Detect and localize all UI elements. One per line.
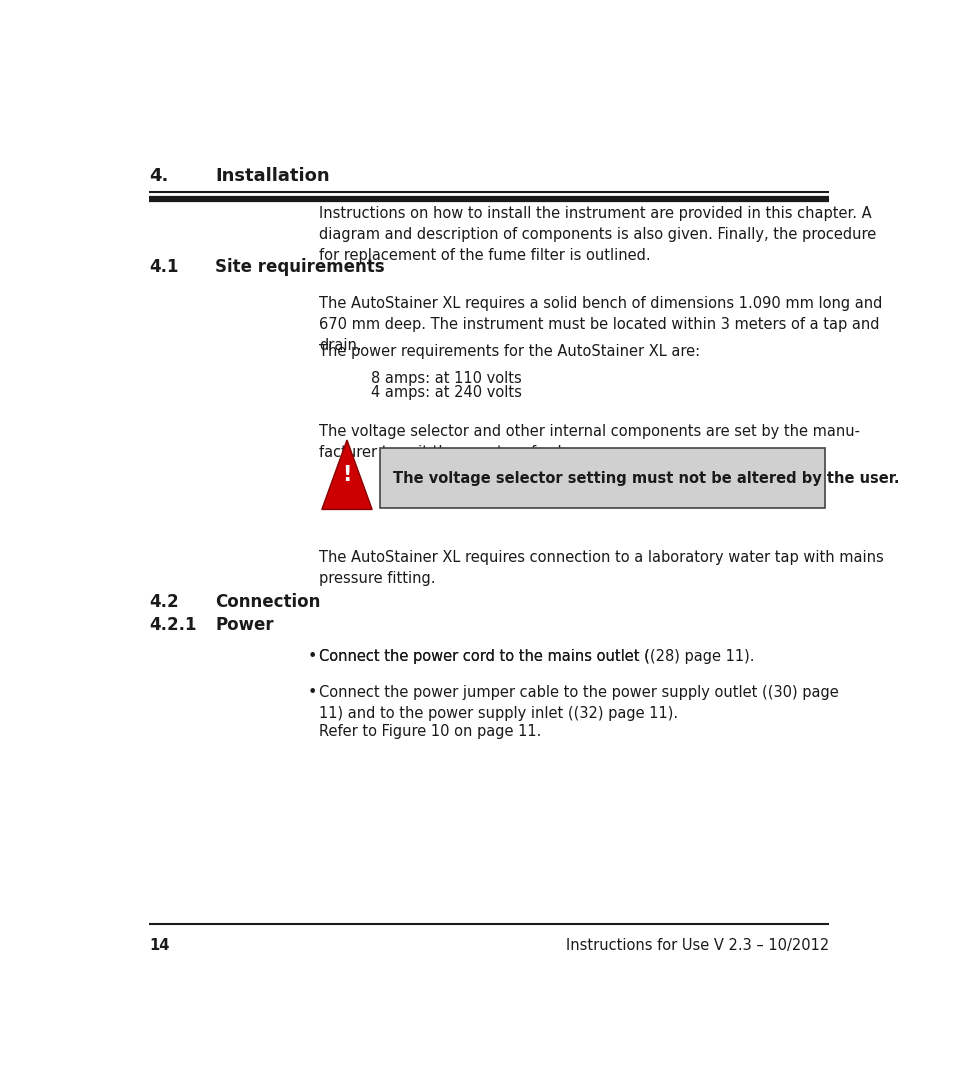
Polygon shape [321,440,372,510]
Text: Connection: Connection [215,593,320,611]
Text: 4.2: 4.2 [149,593,178,611]
Text: Connect the power cord to the mains outlet (: Connect the power cord to the mains outl… [318,649,649,664]
Text: 8 amps: at 110 volts: 8 amps: at 110 volts [370,370,521,386]
Text: The voltage selector setting must not be altered by the user.: The voltage selector setting must not be… [393,471,899,486]
Text: 14: 14 [149,937,169,953]
Text: Site requirements: Site requirements [215,258,385,276]
Text: Instructions on how to install the instrument are provided in this chapter. A
di: Instructions on how to install the instr… [318,206,875,264]
Text: Connect the power cord to the mains outlet ((28) page 11).: Connect the power cord to the mains outl… [318,649,754,664]
Text: Connect the power jumper cable to the power supply outlet ((30) page
11) and to : Connect the power jumper cable to the po… [318,685,838,721]
Text: Refer to Figure 10 on page 11.: Refer to Figure 10 on page 11. [318,725,540,739]
Text: The power requirements for the AutoStainer XL are:: The power requirements for the AutoStain… [318,345,700,360]
Text: The voltage selector and other internal components are set by the manu-
facturer: The voltage selector and other internal … [318,424,859,460]
Text: 4.1: 4.1 [149,258,178,276]
Text: 4.2.1: 4.2.1 [149,616,196,634]
Text: 4 amps: at 240 volts: 4 amps: at 240 volts [370,384,521,400]
Text: 4.: 4. [149,167,168,185]
Text: The AutoStainer XL requires a solid bench of dimensions 1.090 mm long and
670 mm: The AutoStainer XL requires a solid benc… [318,296,882,353]
Text: Installation: Installation [215,167,330,185]
FancyBboxPatch shape [379,448,824,508]
Text: Power: Power [215,616,274,634]
Text: The AutoStainer XL requires connection to a laboratory water tap with mains
pres: The AutoStainer XL requires connection t… [318,550,882,585]
Text: •: • [308,685,316,700]
Text: Instructions for Use V 2.3 – 10/2012: Instructions for Use V 2.3 – 10/2012 [565,937,828,953]
Text: •: • [308,649,316,664]
Text: !: ! [342,464,352,485]
